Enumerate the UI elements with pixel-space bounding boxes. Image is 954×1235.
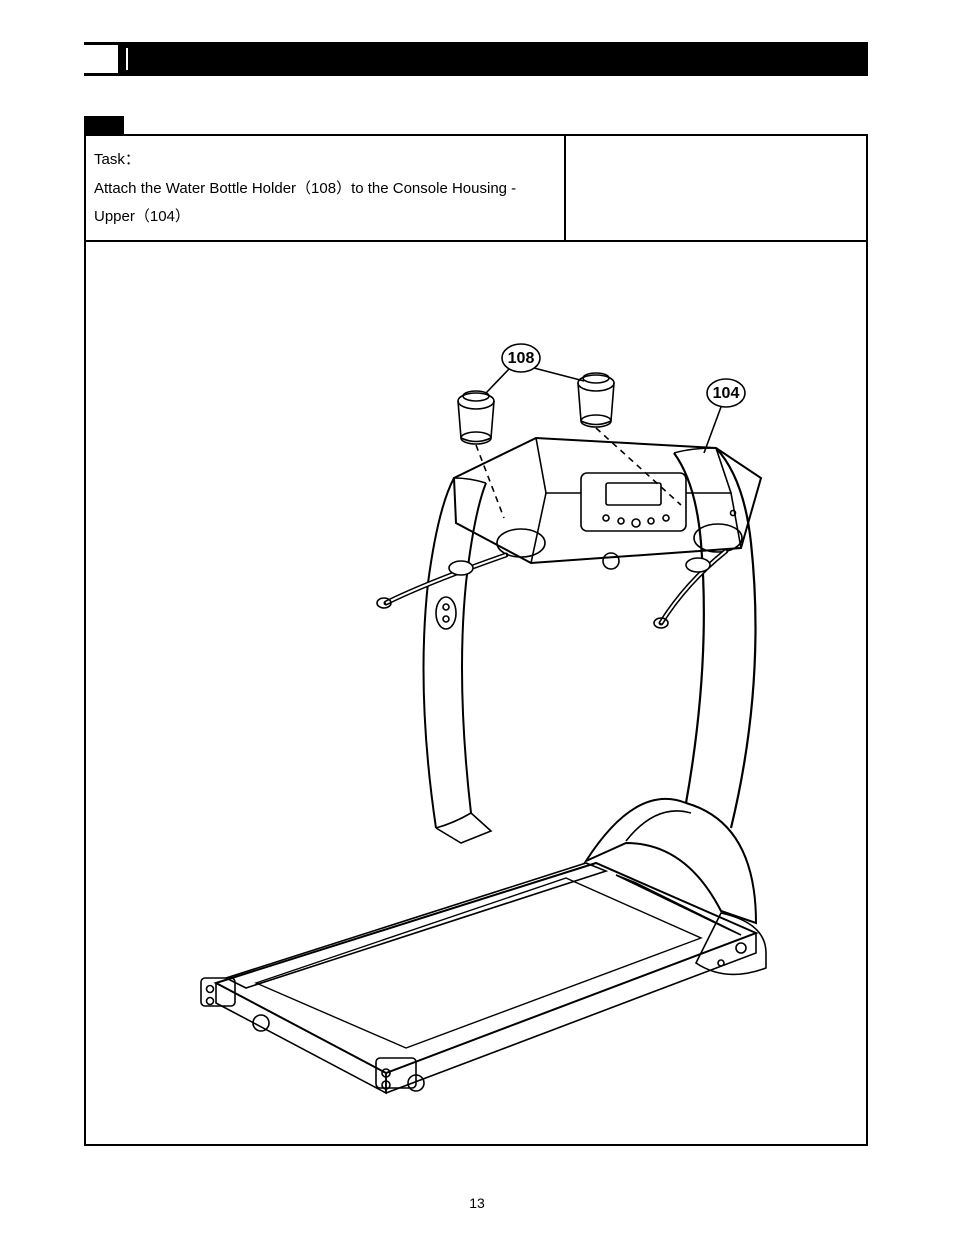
instruction-box: Task： Attach the Water Bottle Holder（108… [84,134,868,1146]
header-divider [126,48,128,70]
callout-104: 104 [713,385,740,402]
task-label: Task [94,151,125,168]
page-number: 13 [0,1195,954,1211]
header-bar [84,42,868,76]
step-bar [84,116,124,134]
treadmill-diagram: 108 104 [126,283,826,1103]
diagram-area: 108 104 [86,242,866,1144]
callout-108: 108 [508,350,535,367]
instruction-cell: Task： Attach the Water Bottle Holder（108… [86,136,566,240]
bottle-holder-left [458,391,494,444]
hardware-cell [566,136,866,240]
header-page-box [84,45,118,73]
instruction-top-row: Task： Attach the Water Bottle Holder（108… [86,136,866,242]
instruction-text: Attach the Water Bottle Holder（108）to th… [94,180,516,226]
